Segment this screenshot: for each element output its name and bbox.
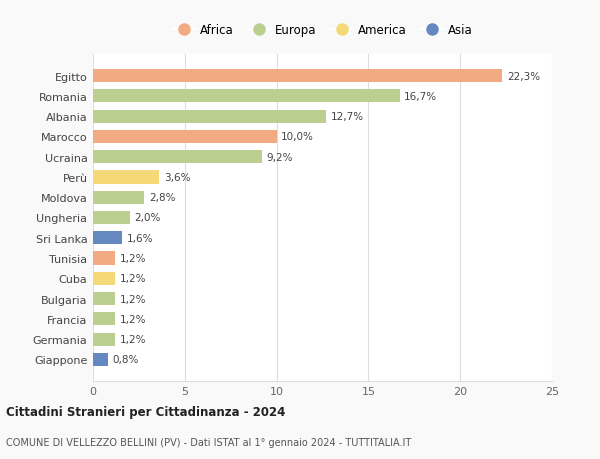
- Text: 1,2%: 1,2%: [119, 314, 146, 324]
- Bar: [93, 252, 115, 265]
- Text: COMUNE DI VELLEZZO BELLINI (PV) - Dati ISTAT al 1° gennaio 2024 - TUTTITALIA.IT: COMUNE DI VELLEZZO BELLINI (PV) - Dati I…: [6, 437, 411, 447]
- Bar: [93, 333, 115, 346]
- Text: 1,2%: 1,2%: [119, 334, 146, 344]
- Text: 1,2%: 1,2%: [119, 253, 146, 263]
- Text: 1,6%: 1,6%: [127, 233, 154, 243]
- Text: 12,7%: 12,7%: [331, 112, 364, 122]
- Bar: [93, 353, 107, 366]
- Text: 1,2%: 1,2%: [119, 274, 146, 284]
- Bar: [93, 70, 502, 83]
- Bar: [93, 151, 262, 164]
- Bar: [93, 110, 326, 123]
- Text: 10,0%: 10,0%: [281, 132, 314, 142]
- Text: 16,7%: 16,7%: [404, 92, 437, 102]
- Text: 0,8%: 0,8%: [112, 355, 139, 364]
- Text: 22,3%: 22,3%: [507, 72, 540, 81]
- Bar: [93, 272, 115, 285]
- Bar: [93, 313, 115, 326]
- Bar: [93, 171, 159, 184]
- Text: 3,6%: 3,6%: [164, 173, 190, 183]
- Bar: [93, 90, 400, 103]
- Bar: [93, 292, 115, 306]
- Text: Cittadini Stranieri per Cittadinanza - 2024: Cittadini Stranieri per Cittadinanza - 2…: [6, 405, 286, 419]
- Text: 9,2%: 9,2%: [266, 152, 293, 162]
- Text: 2,0%: 2,0%: [134, 213, 161, 223]
- Bar: [93, 191, 145, 204]
- Bar: [93, 212, 130, 224]
- Bar: [93, 130, 277, 144]
- Legend: Africa, Europa, America, Asia: Africa, Europa, America, Asia: [170, 22, 475, 39]
- Text: 2,8%: 2,8%: [149, 193, 175, 203]
- Text: 1,2%: 1,2%: [119, 294, 146, 304]
- Bar: [93, 232, 122, 245]
